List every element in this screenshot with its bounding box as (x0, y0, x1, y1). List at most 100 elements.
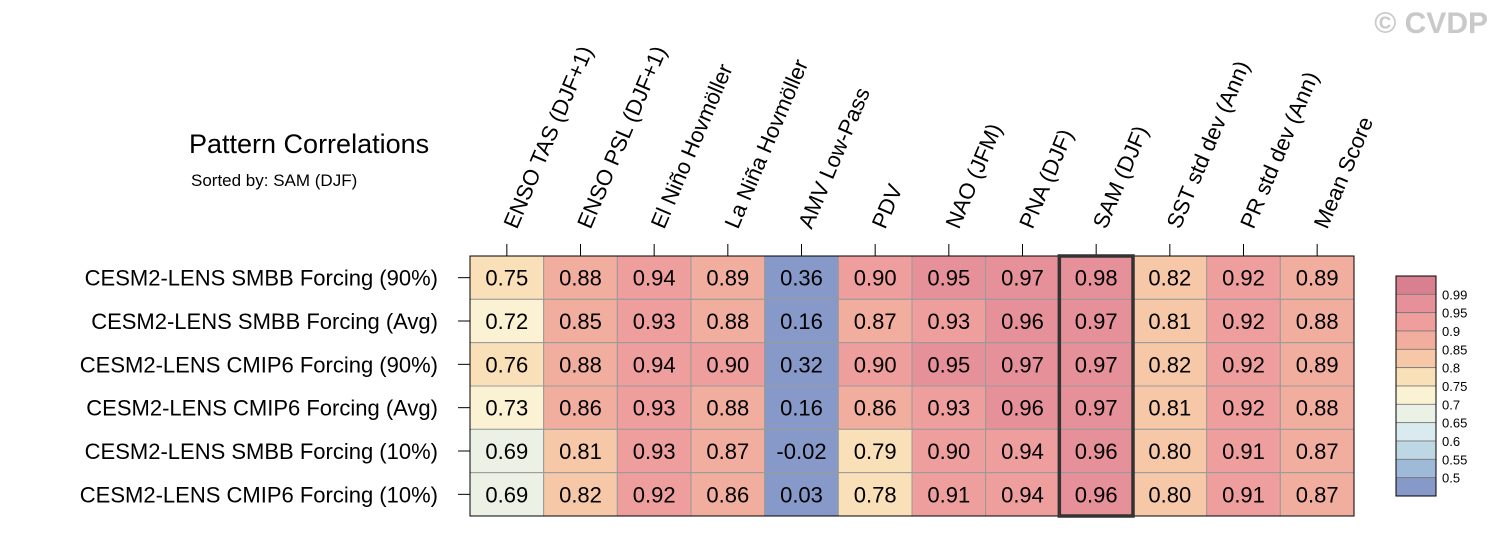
colorbar-label: 0.85 (1442, 342, 1467, 357)
heatmap-cell (616, 298, 692, 344)
heatmap-cell (837, 298, 913, 344)
cell-value: 0.88 (1296, 396, 1339, 421)
column-label-el-ni-o-hovm-ller: El Niño Hovmöller (646, 60, 738, 232)
colorbar-swatch (1395, 312, 1437, 332)
colorbar-swatch (1395, 348, 1437, 369)
colorbar-swatch (1395, 458, 1437, 479)
column-label-pdv: PDV (867, 180, 908, 232)
heatmap-cell (543, 472, 618, 517)
chart-subtitle: Sorted by: SAM (DJF) (191, 171, 357, 190)
cell-value: 0.94 (633, 352, 676, 377)
heatmap-cell (543, 385, 618, 430)
cell-value: 0.87 (1296, 482, 1339, 507)
heatmap-cell (985, 342, 1060, 387)
cell-value: -0.02 (776, 439, 826, 464)
heatmap-cell (1132, 385, 1208, 430)
cell-value: 0.94 (1001, 482, 1044, 507)
heatmap-cell (690, 428, 766, 474)
column-label-sst-std-dev-ann: SST std dev (Ann) (1161, 57, 1254, 232)
heatmap-cell (1132, 428, 1208, 474)
cell-value: 0.91 (927, 482, 970, 507)
heatmap-cell (469, 298, 545, 344)
row-label: CESM2-LENS CMIP6 Forcing (Avg) (86, 396, 438, 421)
cell-value: 0.76 (485, 352, 528, 377)
cell-value: 0.90 (927, 439, 970, 464)
colorbar-swatch (1395, 275, 1437, 295)
cell-value: 0.92 (1222, 352, 1265, 377)
chart-title: Pattern Correlations (189, 129, 429, 159)
heatmap-cell (1279, 298, 1355, 344)
colorbar-swatch (1395, 422, 1437, 442)
cell-value: 0.87 (706, 439, 749, 464)
cell-value: 0.32 (780, 352, 823, 377)
cell-value: 0.93 (633, 439, 676, 464)
colorbar-label: 0.6 (1442, 434, 1460, 449)
heatmap-cell (764, 385, 839, 430)
cell-value: 0.88 (559, 352, 602, 377)
colorbar-label: 0.55 (1442, 452, 1467, 467)
heatmap-cell (690, 385, 766, 430)
heatmap-grid: 0.75 0.88 0.94 0.89 0.36 0.90 0.95 0.97 0.98 0.82… (469, 254, 1355, 518)
row-labels: CESM2-LENS SMBB Forcing (90%) CESM2-LENS … (80, 266, 470, 507)
cell-value: 0.90 (854, 352, 897, 377)
heatmap-cell (469, 255, 545, 300)
cell-value: 0.94 (1001, 439, 1044, 464)
cell-value: 0.73 (485, 396, 528, 421)
heatmap-cell (1132, 342, 1208, 387)
heatmap-cell (1058, 385, 1134, 430)
cell-value: 0.97 (1001, 266, 1044, 291)
colorbar-label: 0.7 (1442, 397, 1460, 412)
heatmap-cell (837, 428, 913, 474)
cell-value: 0.92 (1222, 266, 1265, 291)
cell-value: 0.81 (559, 439, 602, 464)
heatmap-cell (1058, 298, 1134, 344)
cell-value: 0.91 (1222, 439, 1265, 464)
heatmap-cell (543, 428, 618, 474)
cell-value: 0.94 (633, 266, 676, 291)
heatmap-cell (985, 255, 1060, 300)
cell-value: 0.93 (633, 396, 676, 421)
row-label: CESM2-LENS SMBB Forcing (10%) (85, 439, 438, 464)
cell-value: 0.88 (559, 266, 602, 291)
cell-value: 0.86 (854, 396, 897, 421)
column-label-mean-score: Mean Score (1309, 113, 1378, 232)
heatmap-cell (616, 428, 692, 474)
cell-value: 0.89 (1296, 352, 1339, 377)
heatmap-cell (1279, 255, 1355, 300)
cell-value: 0.95 (927, 266, 970, 291)
heatmap-cell (1279, 342, 1355, 387)
heatmap-cell (543, 255, 618, 300)
colorbar-label: 0.8 (1442, 361, 1460, 376)
colorbar-swatch (1395, 477, 1437, 497)
colorbar-label: 0.5 (1442, 471, 1460, 486)
cell-value: 0.79 (854, 439, 897, 464)
colorbar-swatch (1395, 440, 1437, 460)
column-label-pr-std-dev-ann: PR std dev (Ann) (1235, 68, 1323, 232)
row-label: CESM2-LENS CMIP6 Forcing (90%) (80, 352, 438, 377)
cell-value: 0.16 (780, 309, 823, 334)
heatmap-cell (911, 472, 987, 517)
cell-value: 0.82 (1148, 352, 1191, 377)
column-label-sam-djf: SAM (DJF) (1088, 122, 1154, 232)
heatmap-cell (1132, 255, 1208, 300)
heatmap-cell (690, 472, 766, 517)
cell-value: 0.96 (1075, 482, 1118, 507)
cell-value: 0.36 (780, 266, 823, 291)
heatmap-cell (985, 298, 1060, 344)
heatmap-cell (911, 428, 987, 474)
heatmap-cell (543, 342, 618, 387)
cell-value: 0.93 (927, 309, 970, 334)
heatmap-cell (764, 298, 839, 344)
colorbar-swatch (1395, 330, 1437, 350)
heatmap-cell (1206, 472, 1281, 517)
column-labels: ENSO TAS (DJF+1)ENSO PSL (DJF+1)El Niño … (498, 42, 1378, 256)
grid-border (469, 255, 1355, 517)
highlighted-column-frame (1057, 254, 1135, 518)
row-label: CESM2-LENS SMBB Forcing (90%) (85, 266, 438, 291)
watermark: © CVDP (1374, 7, 1488, 40)
cell-value: 0.96 (1075, 439, 1118, 464)
heatmap-cell (985, 472, 1060, 517)
cell-value: 0.97 (1075, 396, 1118, 421)
heatmap-cell (1206, 428, 1281, 474)
